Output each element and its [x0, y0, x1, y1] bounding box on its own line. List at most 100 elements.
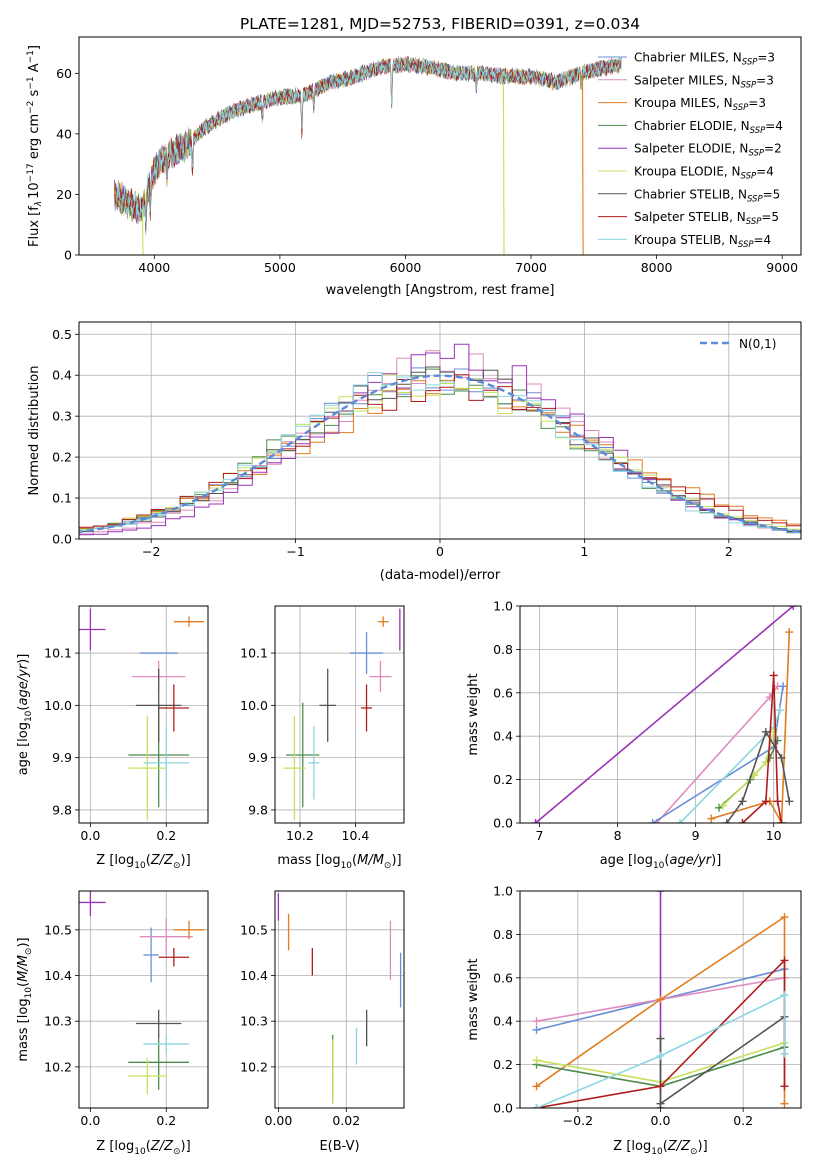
x-tick-label: 10.2 [286, 828, 314, 843]
legend-label: Kroupa ELODIE, NSSP=4 [634, 165, 774, 182]
spectrum-panel: 4000 5000 6000 7000 8000 9000 0 20 40 60 Chabrier … [26, 36, 802, 298]
chart-title: PLATE=1281, MJD=52753, FIBERID=0391, z=0… [240, 15, 640, 33]
x-tick-label: 2 [725, 544, 733, 559]
plus-marker [676, 819, 685, 823]
legend-label: Chabrier ELODIE, NSSP=4 [634, 119, 783, 136]
errorbar-point [173, 920, 205, 939]
plot-area [283, 608, 401, 821]
errorbar-point [377, 616, 389, 627]
errorbar-point [128, 1034, 190, 1090]
plus-marker [738, 819, 747, 823]
y-tick-label: 0.6 [493, 970, 513, 985]
plus-marker [773, 797, 782, 806]
plus-marker [656, 1051, 665, 1060]
spectrum-line [113, 57, 622, 224]
plus-marker [773, 736, 782, 745]
x-tick-label: 7000 [515, 260, 547, 275]
plus-marker [656, 995, 665, 1004]
legend-label: Kroupa STELIB, NSSP=4 [634, 233, 771, 250]
y-axis-label: mass weight [466, 958, 481, 1040]
plot-area [532, 891, 789, 1108]
axes-frame [519, 605, 802, 824]
plus-marker [775, 706, 784, 715]
y-tick-label: 0.8 [493, 927, 513, 942]
axes-frame [78, 890, 209, 1109]
plus-marker [761, 727, 770, 736]
y-tick-label: 60 [56, 66, 72, 81]
x-tick-label: 7 [536, 828, 544, 843]
y-tick-label: 10.0 [44, 698, 72, 713]
y-tick-label: 0.1 [52, 491, 72, 506]
mass-weight-series [707, 628, 794, 823]
x-tick-label: 0.2 [156, 828, 176, 843]
y-tick-label: 0 [64, 248, 72, 263]
plus-marker [656, 1082, 665, 1091]
plus-marker [648, 819, 657, 823]
x-tick-label: 0 [436, 544, 444, 559]
plus-marker [785, 628, 794, 637]
y-tick-label: 10.1 [240, 646, 268, 661]
plus-marker [777, 819, 786, 823]
legend-label: Kroupa MILES, NSSP=3 [634, 96, 766, 113]
mass-weight-vs-age-panel: 7 8 9 10 0.0 0.2 0.4 0.6 0.8 1.0 age [log10(age/yr… [466, 599, 802, 871]
plus-marker [785, 797, 794, 806]
x-axis-label: Z [log10(Z/Z⊙)] [96, 853, 190, 871]
spectrum-dropout [581, 73, 584, 255]
errorbar-point [79, 891, 106, 917]
axes-frame [274, 605, 405, 824]
x-axis-label: mass [log10(M/M⊙)] [277, 853, 401, 871]
plus-marker [780, 991, 789, 1000]
gaussian-reference-curve [79, 374, 801, 534]
x-tick-label: −1 [286, 544, 304, 559]
errorbar-point [349, 632, 384, 674]
legend-label: Chabrier STELIB, NSSP=5 [634, 187, 780, 204]
errorbar-point [361, 684, 373, 732]
y-tick-label: 20 [56, 187, 72, 202]
x-tick-label: 0.0 [80, 828, 100, 843]
plus-marker [707, 814, 716, 823]
plus-marker [532, 1104, 541, 1108]
y-tick-label: 0.0 [52, 532, 72, 547]
y-tick-label: 10.4 [44, 968, 72, 983]
mass-weight-series [656, 1012, 789, 1108]
axes-frame [274, 890, 405, 1109]
axes-frame [78, 321, 802, 540]
errorbar-point [143, 726, 190, 800]
axes-frame [78, 605, 209, 824]
plus-marker [780, 1049, 789, 1058]
mass-weight-line [536, 993, 786, 1108]
mass-weight-series [718, 727, 778, 810]
plus-marker [769, 727, 778, 736]
y-tick-label: 10.3 [240, 1014, 268, 1029]
mass-weight-line [535, 606, 794, 823]
plus-marker [769, 671, 778, 680]
plus-marker [531, 819, 540, 823]
legend: Chabrier MILES, NSSP=3 Salpeter MILES, NS… [598, 51, 783, 250]
spectrum-dropout [141, 209, 144, 255]
axes-frame [78, 36, 802, 256]
y-tick-label: 0.3 [52, 409, 72, 424]
plus-marker [780, 1082, 789, 1091]
errorbar-point [128, 1057, 167, 1095]
x-tick-label: 10 [766, 828, 782, 843]
y-tick-label: 0.5 [52, 327, 72, 342]
legend-label: Chabrier MILES, NSSP=3 [634, 51, 775, 68]
y-tick-label: 9.8 [248, 802, 268, 817]
y-tick-label: 0.8 [493, 642, 513, 657]
axes-frame [519, 890, 802, 1109]
mass-vs-metallicity-panel: 0.0 0.2 10.2 10.3 10.4 10.5 Z [log10(Z/Z⊙)] mas… [16, 890, 209, 1157]
y-tick-label: 1.0 [493, 599, 513, 614]
mass-weight-line [679, 709, 781, 823]
mass-vs-ebv-panel: 0.00 0.02 10.2 10.3 10.4 10.5 E(B-V) [240, 890, 405, 1154]
plus-marker [780, 1099, 789, 1108]
x-tick-label: 0.02 [332, 1113, 360, 1128]
x-tick-label: 8000 [641, 260, 673, 275]
plus-marker [761, 797, 770, 806]
mass-weight-vs-metallicity-panel: −0.2 0.0 0.2 0.0 0.2 0.4 0.6 0.8 1.0 Z [log10(Z/Z… [466, 884, 802, 1157]
errorbar-point [158, 948, 190, 967]
y-tick-label: 10.5 [44, 922, 72, 937]
legend-label: Salpeter STELIB, NSSP=5 [634, 210, 779, 227]
errorbar-point [143, 927, 159, 983]
errorbar-point [283, 715, 306, 821]
